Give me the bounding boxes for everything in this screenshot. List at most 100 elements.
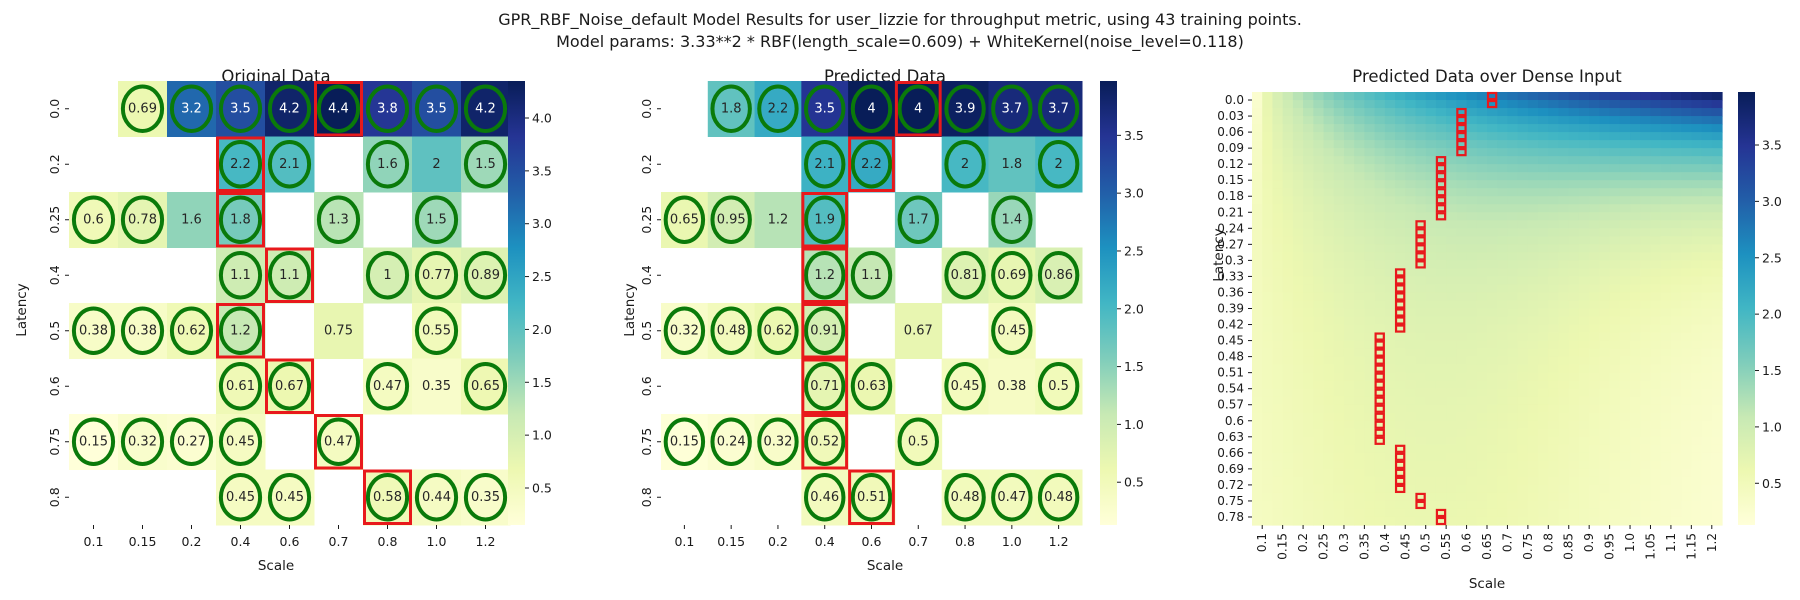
dense-surface-cell [1497,420,1509,430]
dense-surface-cell [1507,460,1519,470]
dense-surface-cell [1487,452,1498,462]
dense-surface-cell [1435,108,1447,117]
dense-surface-cell [1262,372,1274,382]
dense-surface-cell [1395,100,1406,109]
dense-surface-cell [1272,468,1284,478]
dense-surface-cell [1456,316,1468,326]
dense-surface-cell [1517,108,1529,117]
dense-surface-cell [1405,444,1417,454]
dense-surface-cell [1701,268,1713,278]
dense-surface-cell [1650,444,1662,454]
dense-surface-cell [1282,332,1294,342]
dense-surface-cell [1252,124,1263,133]
dense-surface-cell [1303,284,1314,294]
dense-surface-cell [1323,476,1335,486]
dense-surface-cell [1374,452,1386,462]
dense-surface-cell [1364,484,1376,494]
dense-surface-cell [1548,340,1560,350]
dense-surface-cell [1609,292,1621,302]
dense-surface-cell [1609,140,1621,149]
dense-surface-cell [1282,420,1294,430]
x-tick-label: 0.4 [231,534,251,549]
dense-surface-cell [1660,276,1672,286]
dense-surface-cell [1252,364,1263,374]
dense-surface-cell [1701,468,1713,478]
dense-surface-cell [1701,412,1713,422]
cell-value-label: 0.65 [471,379,500,394]
dense-max-path-marker [1456,148,1467,157]
cell-value-label: 0.5 [908,434,929,449]
dense-surface-cell [1630,268,1641,278]
dense-surface-cell [1466,316,1478,326]
dense-surface-cell [1558,260,1570,270]
dense-surface-cell [1415,476,1427,486]
dense-surface-cell [1282,228,1294,237]
dense-surface-cell [1497,436,1509,446]
dense-surface-cell [1384,268,1396,278]
dense-surface-cell [1711,124,1723,133]
dense-surface-cell [1487,412,1498,422]
dense-surface-cell [1292,172,1304,181]
dense-surface-cell [1517,404,1529,414]
dense-surface-cell [1681,468,1692,478]
dense-surface-cell [1497,188,1509,197]
dense-surface-cell [1343,484,1355,494]
dense-surface-cell [1292,236,1304,245]
dense-surface-cell [1711,388,1723,398]
dense-surface-cell [1578,316,1590,326]
dense-surface-cell [1303,372,1314,382]
dense-surface-cell [1292,500,1304,510]
y-tick-label: 0.18 [1217,189,1244,203]
dense-surface-cell [1323,372,1335,382]
dense-surface-cell [1487,132,1498,141]
dense-surface-cell [1343,500,1355,510]
colorbar-tick-label: 2.5 [1124,243,1144,258]
dense-surface-cell [1395,188,1406,197]
dense-surface-cell [1384,300,1396,310]
dense-surface-cell [1354,300,1365,310]
dense-surface-cell [1252,444,1263,454]
dense-surface-cell [1681,212,1692,221]
dense-surface-cell [1272,172,1284,181]
dense-surface-cell [1527,156,1539,165]
dense-surface-cell [1343,420,1355,430]
dense-surface-cell [1343,100,1355,109]
dense-surface-cell [1670,324,1682,334]
dense-surface-cell [1691,212,1703,221]
dense-surface-cell [1609,164,1621,173]
dense-surface-cell [1701,276,1713,286]
dense-surface-cell [1578,244,1590,253]
dense-surface-cell [1343,204,1355,213]
dense-surface-cell [1435,404,1447,414]
dense-surface-cell [1323,332,1335,342]
dense-surface-cell [1303,164,1314,173]
dense-surface-cell [1527,300,1539,310]
dense-surface-cell [1456,180,1468,189]
x-tick-label: 0.7 [1500,533,1514,552]
dense-surface-cell [1395,268,1406,278]
dense-surface-cell [1282,460,1294,470]
dense-surface-cell [1681,220,1692,229]
dense-surface-cell [1568,372,1580,382]
dense-surface-cell [1568,460,1580,470]
dense-surface-cell [1578,92,1590,101]
heatmap-cell [314,192,364,248]
dense-surface-cell [1323,348,1335,358]
dense-surface-cell [1364,308,1376,318]
dense-surface-cell [1364,228,1376,237]
dense-surface-cell [1630,252,1641,261]
dense-surface-cell [1313,300,1325,310]
dense-surface-cell [1691,108,1703,117]
dense-surface-cell [1619,260,1631,270]
dense-surface-cell [1538,340,1549,350]
dense-surface-cell [1548,372,1560,382]
dense-surface-cell [1333,132,1345,141]
dense-surface-cell [1262,332,1274,342]
dense-surface-cell [1650,164,1662,173]
dense-surface-cell [1670,468,1682,478]
dense-surface-cell [1425,516,1437,526]
dense-surface-cell [1476,452,1488,462]
dense-surface-cell [1578,348,1590,358]
dense-surface-cell [1630,100,1641,109]
dense-surface-cell [1292,492,1304,502]
